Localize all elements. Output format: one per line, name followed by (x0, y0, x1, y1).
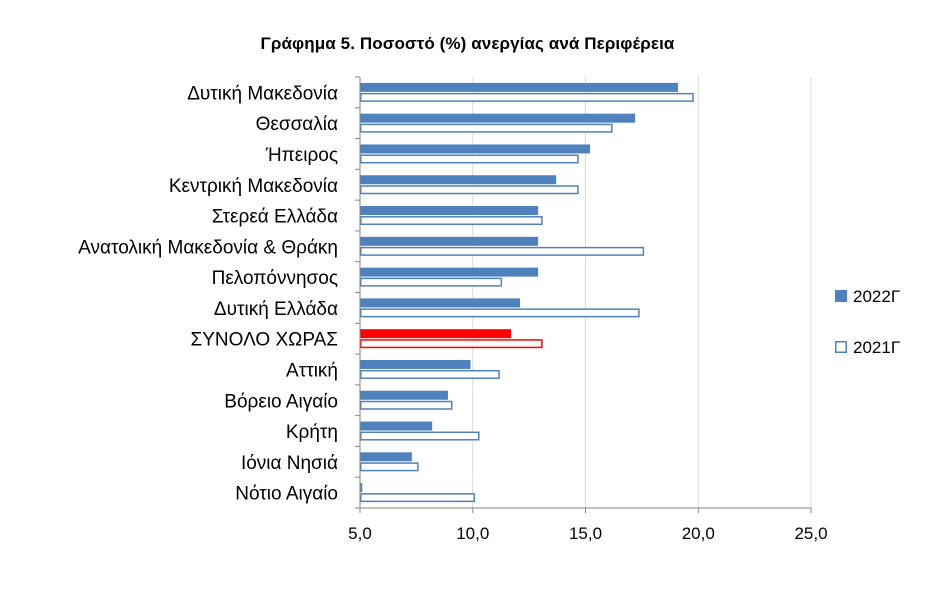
category-label: Ιόνια Νησιά (241, 453, 338, 474)
bar-2021 (360, 400, 453, 410)
category-label: Νότιο Αιγαίο (235, 484, 338, 505)
legend-label: 2021Γ (853, 338, 900, 357)
category-label: ΣΥΝΟΛΟ ΧΩΡΑΣ (191, 330, 338, 351)
bar-2022 (360, 236, 539, 246)
category-label: Βόρειο Αιγαίο (224, 391, 338, 412)
bar-2021 (360, 462, 419, 472)
axes (355, 76, 812, 513)
bar-2021 (360, 216, 543, 226)
bar-2022 (360, 421, 433, 431)
category-label: Αττική (286, 360, 338, 381)
bar-2022 (360, 329, 512, 339)
bar-2021 (360, 277, 503, 287)
bar-2021 (360, 369, 500, 379)
bar-2021 (360, 431, 480, 441)
category-label: Στερεά Ελλάδα (212, 207, 338, 228)
category-label: Θεσσαλία (256, 114, 338, 135)
bar-2021 (360, 308, 640, 318)
category-label: Κρήτη (286, 422, 338, 443)
legend-swatch (835, 341, 847, 353)
x-tick-label: 10,0 (456, 524, 489, 543)
category-labels: Δυτική Μακεδονία Θεσσαλία Ήπειρος Κεντρική … (78, 83, 338, 504)
bars (360, 82, 694, 503)
bar-2022 (360, 144, 591, 154)
x-tick-label: 20,0 (682, 524, 715, 543)
legend-swatch (835, 290, 847, 302)
category-label: Δυτική Ελλάδα (214, 299, 338, 320)
legend-label: 2022Γ (853, 287, 900, 306)
legend-item-2022: 2022Γ (835, 287, 900, 306)
category-label: Πελοπόννησος (212, 268, 338, 289)
bar-2021 (360, 493, 476, 503)
bar-2021 (360, 246, 645, 256)
category-label: Ανατολική Μακεδονία & Θράκη (78, 237, 338, 258)
x-tick-label: 15,0 (569, 524, 602, 543)
bar-2022 (360, 206, 539, 216)
bar-2022 (360, 267, 539, 277)
bar-2021 (360, 339, 543, 349)
bar-2022 (360, 359, 471, 369)
x-tick-label: 25,0 (794, 524, 827, 543)
chart-title: Γράφημα 5. Ποσοστό (%) ανεργίας ανά Περι… (260, 34, 675, 53)
bar-2021 (360, 123, 613, 133)
legend-item-2021: 2021Γ (835, 338, 900, 357)
bar-2022 (360, 113, 636, 123)
bar-2022 (360, 483, 363, 493)
category-label: Δυτική Μακεδονία (187, 83, 338, 104)
bar-2022 (360, 175, 557, 185)
category-label: Ήπειρος (265, 145, 338, 166)
legend: 2022Γ 2021Γ (835, 287, 900, 357)
bar-2022 (360, 82, 678, 92)
bar-2021 (360, 154, 579, 164)
x-tick-label: 5,0 (348, 524, 372, 543)
bar-2022 (360, 390, 448, 400)
bar-2021 (360, 92, 694, 102)
category-label: Κεντρική Μακεδονία (169, 176, 338, 197)
x-tick-labels: 5,0 10,0 15,0 20,0 25,0 (348, 524, 827, 543)
bar-2022 (360, 298, 521, 308)
grid-lines (472, 77, 812, 508)
bar-2022 (360, 452, 412, 462)
bar-2021 (360, 185, 579, 195)
